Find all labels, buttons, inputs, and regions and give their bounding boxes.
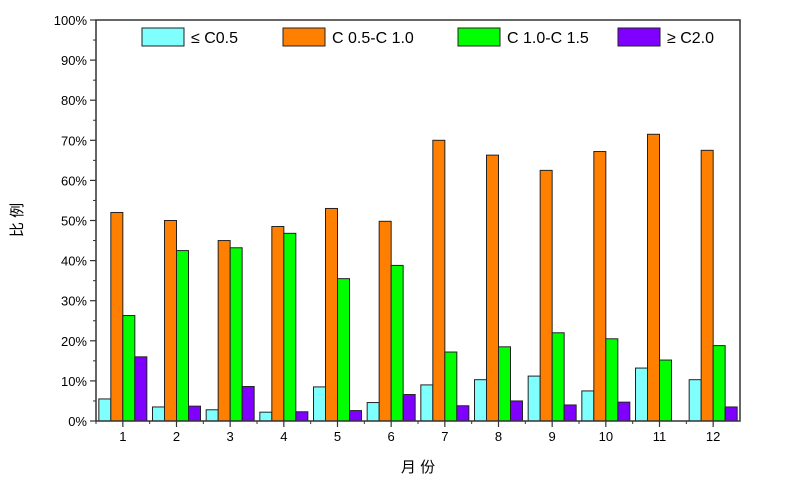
x-tick-label: 1 — [119, 429, 126, 444]
legend-label-2: C 0.5-C 1.0 — [332, 30, 414, 47]
axes-layer: 1 2 3 4 5 6 7 8 9 10 11 120%10%20%30%40%50%60%70%80… — [54, 13, 721, 444]
x-tick-label: 12 — [706, 429, 720, 444]
legend-label-4: ≥ C2.0 — [667, 30, 714, 47]
bar-5-series-3 — [337, 278, 350, 422]
x-tick-label: 9 — [549, 429, 556, 444]
y-tick-label: 50% — [61, 214, 87, 229]
y-tick-label: 90% — [61, 53, 87, 68]
bar-8-series-1 — [474, 379, 487, 422]
bar-7-series-3 — [444, 351, 458, 422]
bar-8-series-4 — [510, 400, 523, 422]
bar-3-series-4 — [241, 386, 255, 422]
bar-1-series-2 — [110, 211, 124, 422]
y-tick-label: 20% — [61, 334, 87, 349]
bar-9-series-1 — [527, 375, 541, 422]
x-tick-label: 8 — [495, 429, 502, 444]
legend-swatch-4 — [617, 27, 661, 47]
bar-5-series-4 — [349, 410, 362, 422]
bar-8-series-2 — [486, 154, 499, 422]
bar-9-series-2 — [539, 169, 553, 422]
legend-label-1: ≤ C0.5 — [191, 30, 238, 47]
bar-4-series-1 — [259, 411, 273, 422]
bar-7-series-1 — [420, 384, 434, 422]
bar-11-series-1 — [635, 367, 648, 422]
bar-12-series-1 — [688, 379, 702, 422]
legend-swatch-3 — [457, 27, 501, 47]
x-tick-label: 3 — [227, 429, 234, 444]
y-tick-label: 60% — [61, 173, 87, 188]
bar-1-series-1 — [98, 398, 112, 422]
x-tick-label: 4 — [280, 429, 287, 444]
y-tick-label: 10% — [61, 374, 87, 389]
y-tick-label: 70% — [61, 133, 87, 148]
bar-11-series-3 — [659, 359, 672, 422]
bar-5-series-2 — [325, 207, 338, 422]
bar-12-series-2 — [700, 149, 714, 422]
bar-4-series-3 — [283, 232, 297, 422]
y-axis-label: 比 例 — [9, 203, 26, 237]
bar-10-series-3 — [605, 338, 619, 422]
bar-2-series-1 — [152, 406, 165, 422]
x-tick-label: 2 — [173, 429, 180, 444]
bar-4-series-2 — [271, 226, 285, 422]
x-axis-label: 月 份 — [401, 459, 435, 476]
bar-11-series-2 — [647, 133, 660, 422]
y-tick-label: 80% — [61, 93, 87, 108]
bar-7-series-4 — [456, 405, 470, 422]
bar-6-series-4 — [402, 394, 416, 422]
legend: ≤ C0.5 C 0.5-C 1.0 C 1.0-C 1.5 ≥ C2.0 — [141, 27, 714, 47]
bar-3-series-1 — [205, 409, 219, 422]
bar-5-series-1 — [313, 386, 326, 422]
bar-4-series-4 — [295, 411, 309, 422]
bar-10-series-4 — [617, 401, 631, 422]
bar-1-series-4 — [134, 356, 148, 422]
bar-9-series-3 — [551, 332, 565, 422]
x-tick-label: 6 — [388, 429, 395, 444]
bar-6-series-3 — [390, 264, 404, 422]
bar-10-series-2 — [593, 151, 607, 422]
y-tick-label: 30% — [61, 294, 87, 309]
legend-swatch-1 — [141, 27, 185, 47]
bar-8-series-3 — [498, 346, 511, 422]
y-tick-label: 100% — [54, 13, 88, 28]
bar-1-series-3 — [122, 315, 136, 422]
bar-10-series-1 — [581, 390, 595, 422]
bars-layer — [98, 133, 738, 422]
bar-3-series-3 — [229, 247, 243, 422]
bar-9-series-4 — [563, 404, 577, 422]
x-tick-label: 10 — [599, 429, 613, 444]
bar-3-series-2 — [217, 240, 231, 422]
bar-2-series-2 — [164, 220, 177, 422]
legend-swatch-2 — [282, 27, 326, 47]
bar-2-series-4 — [188, 405, 201, 422]
legend-label-3: C 1.0-C 1.5 — [507, 30, 589, 47]
bar-12-series-4 — [724, 406, 738, 422]
x-tick-label: 11 — [653, 429, 667, 444]
bar-2-series-3 — [176, 250, 189, 422]
bar-12-series-3 — [712, 345, 726, 422]
y-tick-label: 40% — [61, 254, 87, 269]
plot-frame — [95, 19, 741, 422]
x-tick-label: 5 — [334, 429, 341, 444]
bar-6-series-2 — [378, 220, 392, 422]
y-tick-label: 0% — [68, 414, 87, 429]
x-tick-label: 7 — [441, 429, 448, 444]
bar-6-series-1 — [366, 402, 380, 422]
bar-7-series-2 — [432, 139, 446, 422]
